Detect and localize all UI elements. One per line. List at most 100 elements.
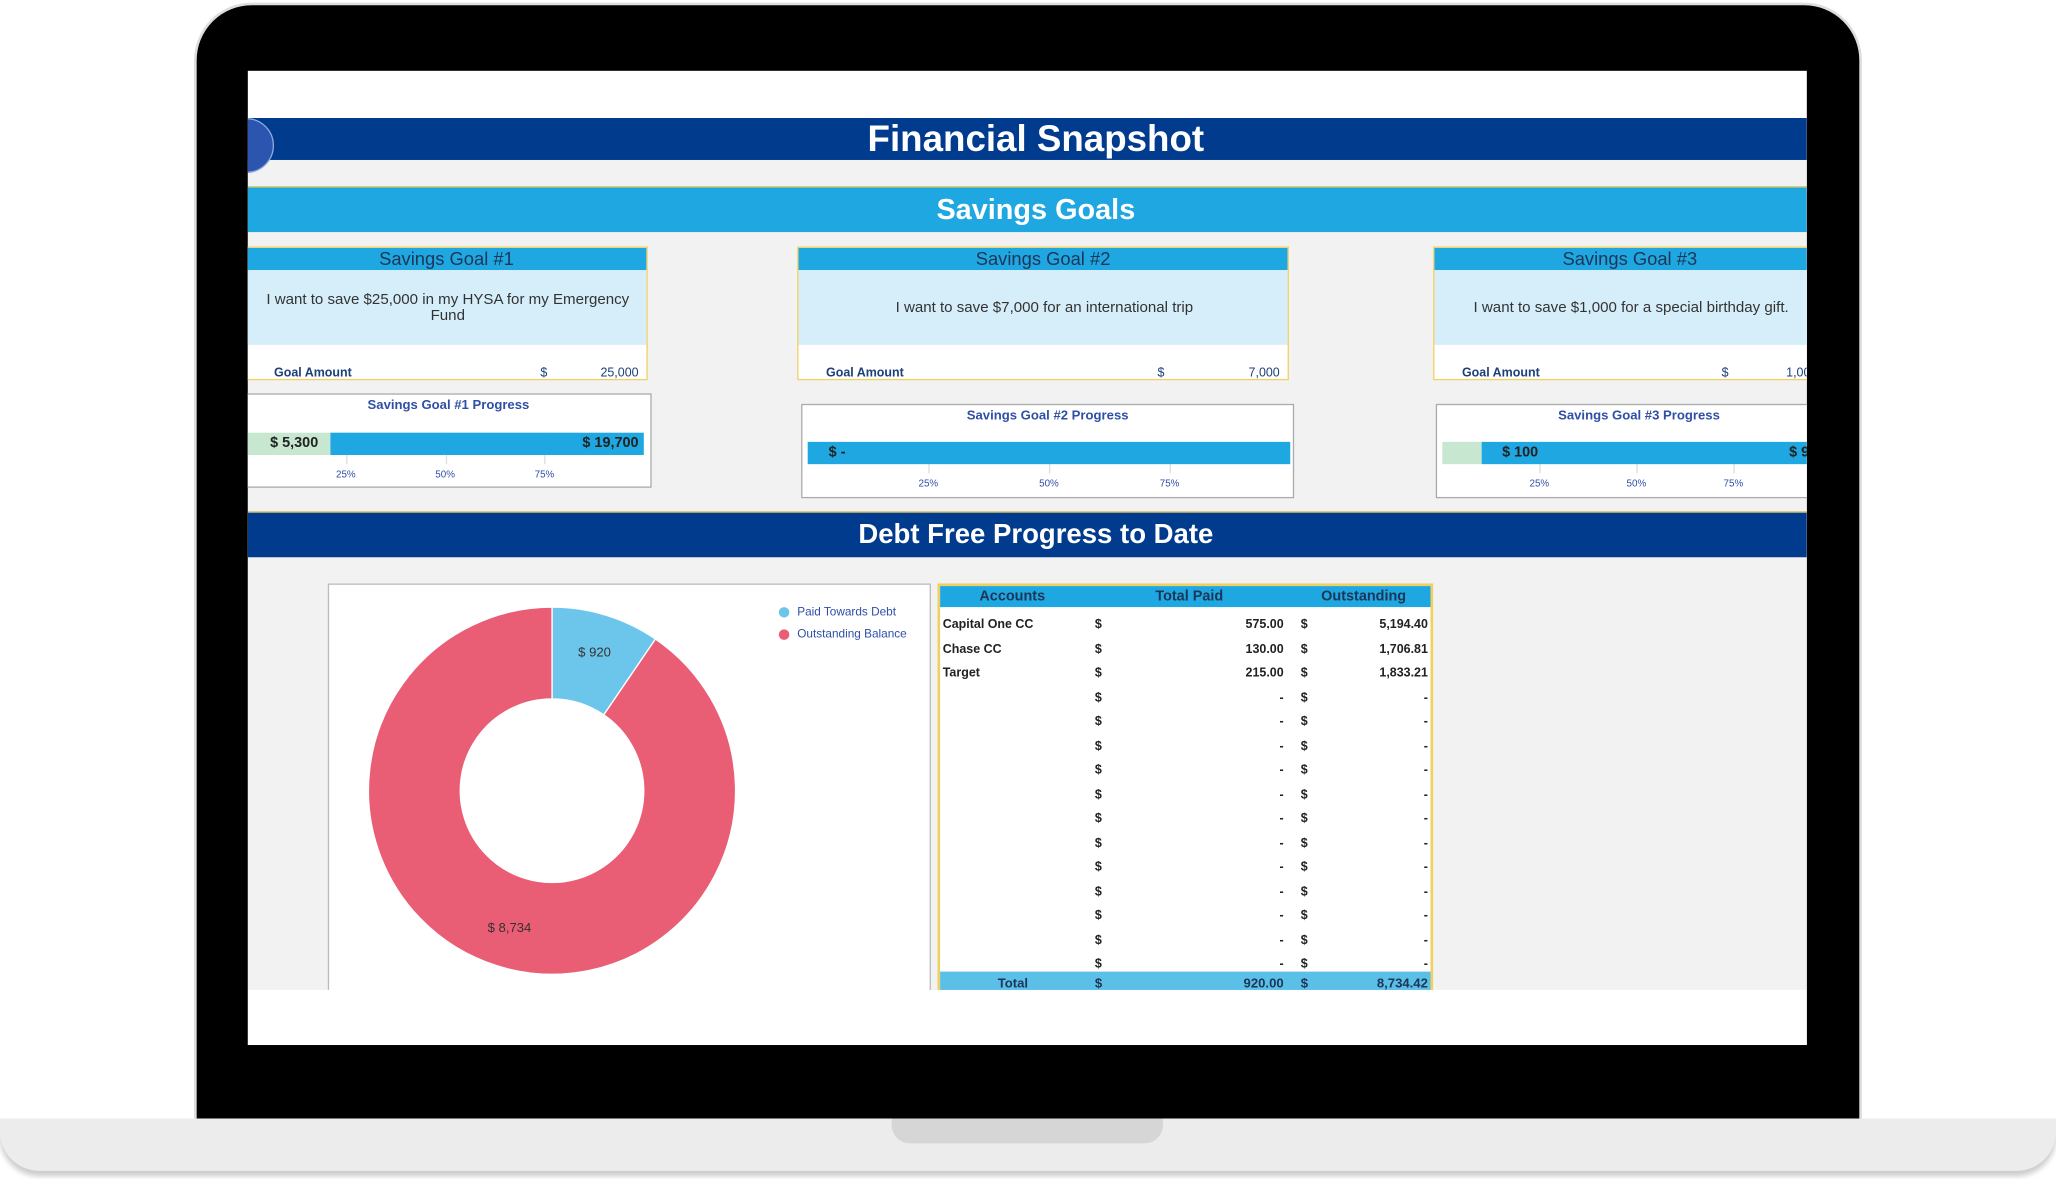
remaining-bar: [807, 441, 1291, 465]
table-cell: -: [1423, 932, 1428, 948]
goal-header: [247, 247, 647, 271]
table-cell: $: [1094, 908, 1102, 924]
donut-slice: [367, 606, 737, 975]
table-header: Outstanding: [1321, 588, 1407, 605]
table-total-cell: 920.00: [1243, 976, 1284, 992]
goal-description: I want to save $1,000 for a special birt…: [1473, 299, 1789, 316]
progress-title: Savings Goal #2 Progress: [966, 409, 1129, 424]
table-cell: $: [1094, 884, 1102, 899]
saved-label: $ 100: [1502, 444, 1539, 461]
table-cell: -: [1279, 690, 1284, 705]
goal-body: [798, 270, 1288, 345]
table-cell: $: [1094, 714, 1102, 730]
table-cell: 1,706.81: [1379, 641, 1428, 657]
legend-swatch: [778, 607, 790, 618]
screen: Financial Snapshot Savings Goals Debt Fr…: [247, 70, 1807, 1046]
donut-chart: $ 920 Paid Towards Debt $ 8,734 Outstanding…: [367, 604, 907, 975]
table-cell: -: [1279, 932, 1284, 948]
progress-box: Savings Goal #3 Progress 25% 50% 75% $ 100 $ …: [1435, 403, 1807, 499]
table-cell: $: [1094, 811, 1102, 827]
table-total-cell: $: [1094, 976, 1103, 992]
table-header: Total Paid: [1155, 588, 1224, 605]
screen-footer: [247, 989, 1807, 1046]
table-cell: $: [1094, 641, 1102, 657]
table-total-cell: $: [1300, 976, 1309, 992]
goal-body: [247, 270, 647, 345]
table-header: Accounts: [979, 588, 1046, 605]
goal-currency: $: [1721, 365, 1729, 381]
table-cell: $: [1094, 835, 1102, 851]
table-cell: 575.00: [1245, 617, 1284, 632]
progress-box: Savings Goal #2 Progress 25% 50% 75% $ -: [801, 403, 1295, 499]
table-cell: $: [1300, 641, 1308, 657]
tick-label: 75%: [534, 468, 555, 480]
table-cell: $: [1300, 957, 1308, 972]
table-cell: -: [1279, 908, 1284, 924]
goal-description: I want to save $7,000 for an internation…: [895, 299, 1194, 316]
title: Financial Snapshot: [867, 118, 1205, 159]
table-cell: -: [1423, 738, 1428, 754]
table-cell: $: [1300, 690, 1308, 705]
goal-card: Savings Goal #3 I want to save $1,000 for…: [1433, 246, 1807, 381]
legend-label: Paid Towards Debt: [797, 604, 897, 618]
tick-label: 25%: [1529, 477, 1550, 490]
tick-label: 50%: [1039, 477, 1059, 490]
goal-amount-label: Goal Amount: [274, 365, 352, 381]
table-cell: $: [1094, 860, 1102, 875]
remaining-bar: [330, 432, 644, 455]
table-cell: $: [1300, 884, 1308, 899]
table-cell: -: [1423, 690, 1428, 705]
debt-bar: [247, 511, 1807, 558]
table-cell: $: [1300, 860, 1308, 875]
table-cell: -: [1279, 884, 1284, 899]
tick-label: 25%: [335, 468, 356, 480]
goal-currency: $: [540, 365, 548, 381]
goal-amount: 7,000: [1248, 365, 1280, 381]
table-cell: -: [1279, 860, 1284, 875]
chart-box: $ 920 Paid Towards Debt $ 8,734 Outstanding…: [327, 583, 931, 1004]
table-cell: $: [1300, 787, 1308, 802]
goal-currency: $: [1157, 365, 1165, 381]
goal-amount: 25,000: [600, 365, 639, 381]
table-cell: $: [1300, 738, 1308, 754]
tick-label: 50%: [435, 468, 455, 480]
table-cell: Capital One CC: [942, 617, 1034, 632]
table-cell: -: [1423, 835, 1428, 851]
table-cell: $: [1094, 763, 1102, 778]
slice-label: $ 920: [578, 644, 611, 659]
table-cell: -: [1423, 908, 1428, 924]
goal-amount-label: Goal Amount: [826, 365, 904, 381]
goal-amount-label: Goal Amount: [1461, 365, 1540, 381]
table-cell: Chase CC: [942, 641, 1002, 657]
table-cell: $: [1300, 763, 1308, 778]
table-cell: -: [1279, 811, 1284, 827]
table-cell: $: [1300, 714, 1308, 730]
table-cell: -: [1279, 714, 1284, 730]
goal-amount: 1,000: [1786, 365, 1807, 381]
legend-swatch: [778, 629, 790, 640]
table-cell: -: [1423, 714, 1428, 730]
table-cell: $: [1300, 617, 1308, 632]
goal-title: Savings Goal #1: [379, 247, 514, 269]
slice-label: $ 8,734: [488, 920, 532, 935]
table-cell: -: [1423, 860, 1428, 875]
table-cell: $: [1094, 957, 1102, 972]
table-cell: $: [1094, 932, 1102, 948]
goal-title: Savings Goal #3: [1562, 247, 1698, 269]
table-cell: -: [1423, 884, 1428, 899]
table-cell: $: [1094, 690, 1102, 705]
remaining-label: $ 19,700: [582, 435, 639, 452]
savings-title: Savings Goals: [936, 192, 1136, 226]
table-cell: 215.00: [1245, 666, 1284, 681]
table-cell: 130.00: [1245, 641, 1284, 657]
remaining-label: $ 900: [1789, 444, 1807, 461]
table-cell: $: [1300, 908, 1308, 924]
table-cell: $: [1094, 617, 1102, 632]
table-total-cell: 8,734.42: [1376, 976, 1428, 992]
debt-table: Accounts Total Paid Outstanding Capital One…: [937, 583, 1434, 1004]
table-cell: -: [1279, 835, 1284, 851]
saved-label: $ 5,300: [270, 435, 319, 452]
saved-bar: [247, 432, 331, 455]
table-cell: 5,194.40: [1379, 617, 1428, 632]
legend-label: Outstanding Balance: [797, 627, 907, 641]
